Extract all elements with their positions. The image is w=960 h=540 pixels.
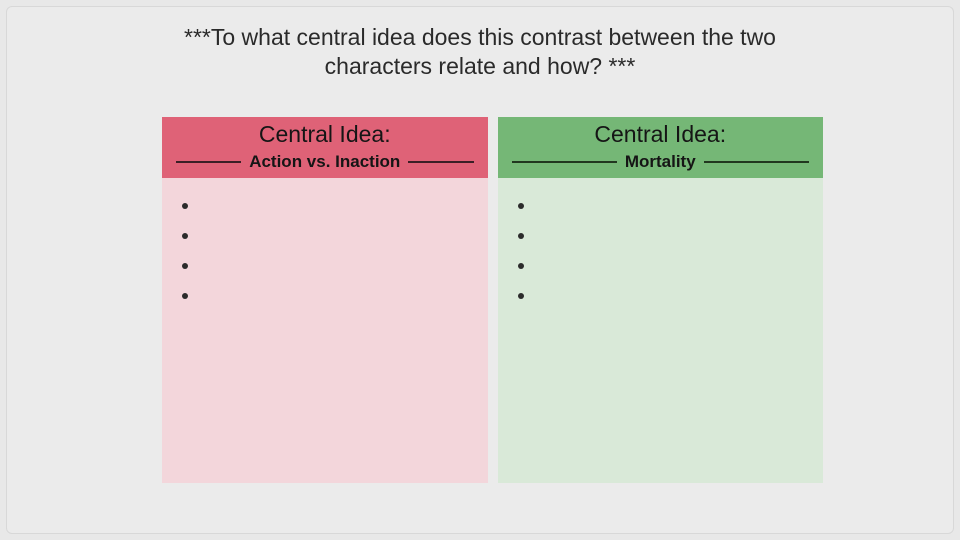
list-item [182, 252, 468, 282]
divider-line [704, 161, 809, 163]
divider-line [512, 161, 617, 163]
list-item [182, 192, 468, 222]
column-left-subheader-row: Action vs. Inaction [162, 150, 488, 178]
column-right-list [518, 192, 804, 312]
divider-line [408, 161, 473, 163]
column-left-subheader: Action vs. Inaction [249, 152, 400, 172]
list-item [182, 222, 468, 252]
column-right-body [498, 178, 824, 483]
column-right-subheader-row: Mortality [498, 150, 824, 178]
list-item [518, 192, 804, 222]
column-right: Central Idea: Mortality [498, 117, 824, 483]
column-left-header: Central Idea: [162, 117, 488, 150]
list-item [182, 282, 468, 312]
slide-inner: ***To what central idea does this contra… [6, 6, 954, 534]
columns-container: Central Idea: Action vs. Inaction C [162, 117, 823, 483]
column-right-header: Central Idea: [498, 117, 824, 150]
divider-line [176, 161, 241, 163]
list-item [518, 252, 804, 282]
column-left-body [162, 178, 488, 483]
column-left: Central Idea: Action vs. Inaction [162, 117, 488, 483]
list-item [518, 222, 804, 252]
slide: ***To what central idea does this contra… [0, 0, 960, 540]
column-left-list [182, 192, 468, 312]
slide-title: ***To what central idea does this contra… [7, 23, 953, 81]
list-item [518, 282, 804, 312]
column-right-subheader: Mortality [625, 152, 696, 172]
